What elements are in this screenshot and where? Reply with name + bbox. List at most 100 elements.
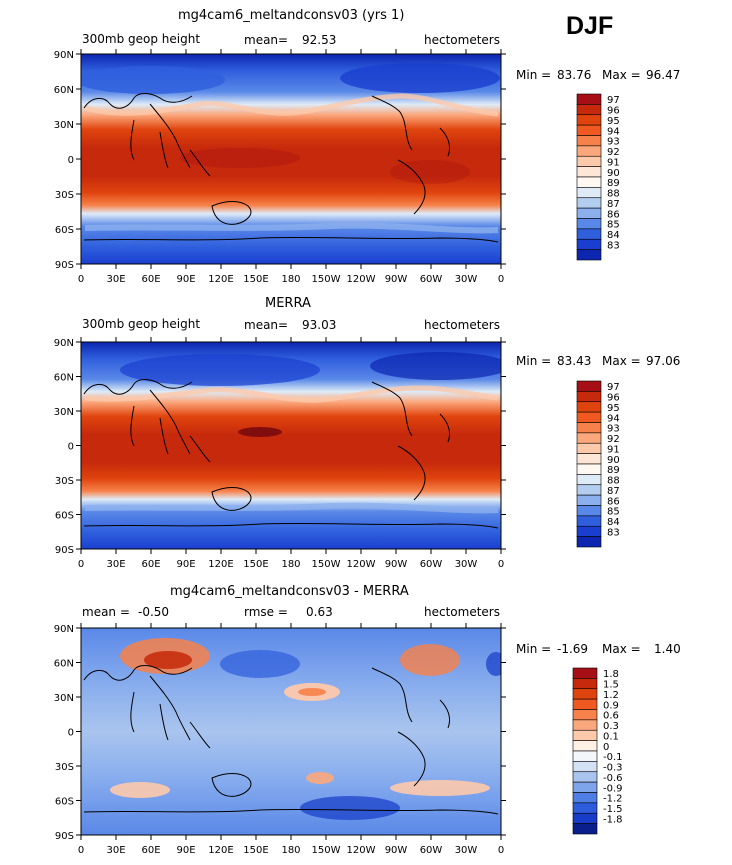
lon-tick-label: 90E <box>176 845 195 856</box>
colorbar-label: 95 <box>607 116 620 127</box>
panel-2-title: MERRA <box>265 296 311 311</box>
colorbar-box <box>576 505 602 517</box>
panel-2-mean-value: 93.03 <box>302 318 337 332</box>
lon-tick-label: 90W <box>385 559 408 570</box>
colorbar-box <box>576 442 602 454</box>
colorbar-label: 93 <box>607 424 620 435</box>
colorbar-box <box>572 667 598 679</box>
lon-tick-label: 150W <box>312 845 341 856</box>
lat-tick-label: 60N <box>54 85 74 96</box>
lon-tick-label: 0 <box>498 559 504 570</box>
lon-tick-label: 0 <box>498 845 504 856</box>
lon-tick-label: 0 <box>498 274 504 285</box>
lat-tick-label: 90N <box>54 50 74 61</box>
colorbar-box <box>576 380 602 392</box>
colorbar-label: -1.5 <box>603 804 623 815</box>
map-ticks: 90N 60N 30N 0 30S 60S 90S 0 30E 60E 90E 120E 150E 180… <box>54 49 506 856</box>
lon-tick-label: 90E <box>176 559 195 570</box>
colorbar-box <box>576 463 602 475</box>
lat-tick-label: 90N <box>54 338 74 349</box>
colorbar-label: 0 <box>603 742 609 753</box>
colorbar-label: 97 <box>607 95 620 106</box>
lon-tick-label: 30W <box>455 559 478 570</box>
lat-tick-label: 30S <box>55 762 74 773</box>
colorbar-label: -1.2 <box>603 794 623 805</box>
colorbar-box <box>576 525 602 537</box>
colorbar-label: -0.6 <box>603 773 623 784</box>
colorbar-box <box>576 187 602 199</box>
colorbar-box <box>576 494 602 506</box>
colorbar-box <box>576 484 602 496</box>
season-label: DJF <box>566 12 614 40</box>
panel-3-rmse-value: 0.63 <box>306 605 333 619</box>
panel-2-units: hectometers <box>424 318 500 332</box>
panel-2-max-label: Max = <box>602 354 641 368</box>
colorbar-box <box>576 401 602 413</box>
lat-tick-label: 60N <box>54 373 74 384</box>
colorbar-box <box>576 155 602 167</box>
colorbar-box <box>576 218 602 230</box>
colorbar-label: -0.1 <box>603 752 623 763</box>
colorbar-label: 91 <box>607 157 620 168</box>
lat-tick-label: 30N <box>54 120 74 131</box>
panel-2-min-value: 83.43 <box>557 354 592 368</box>
colorbar-label: 89 <box>607 178 620 189</box>
lat-tick-label: 90S <box>55 831 74 842</box>
lat-tick-label: 30S <box>55 190 74 201</box>
colorbar-label: 95 <box>607 403 620 414</box>
colorbar-label: 87 <box>607 486 620 497</box>
panel-2-max-value: 97.06 <box>646 354 681 368</box>
panel-1-mean-value: 92.53 <box>302 33 337 47</box>
colorbar-box <box>576 135 602 147</box>
colorbar-label: 92 <box>607 147 620 158</box>
colorbar-box <box>576 124 602 136</box>
colorbar-label: 94 <box>607 413 620 424</box>
lon-tick-label: 60E <box>141 845 160 856</box>
colorbar-box <box>572 771 598 783</box>
panel-3-rmse-label: rmse = <box>244 605 288 619</box>
panel-1-title: mg4cam6_meltandconsv03 (yrs 1) <box>178 8 405 23</box>
colorbar-box <box>576 249 602 261</box>
lat-tick-label: 30S <box>55 476 74 487</box>
colorbar-box <box>572 761 598 773</box>
colorbar-box <box>572 792 598 804</box>
lon-tick-label: 60W <box>420 845 443 856</box>
colorbar-box <box>572 688 598 700</box>
colorbar-label: 90 <box>607 455 620 466</box>
lat-tick-label: 90S <box>55 260 74 271</box>
lon-tick-label: 150W <box>312 559 341 570</box>
colorbar-box <box>572 740 598 752</box>
colorbar-label: 0.1 <box>603 731 619 742</box>
colorbar-label: 90 <box>607 168 620 179</box>
colorbar-box <box>576 432 602 444</box>
colorbar-box <box>576 515 602 527</box>
lon-tick-label: 60E <box>141 559 160 570</box>
colorbar-box <box>572 709 598 721</box>
lon-tick-label: 30E <box>106 559 125 570</box>
colorbars: 9796959493929190898887868584839796959493… <box>572 93 623 835</box>
colorbar-box <box>576 104 602 116</box>
panel-3-max-label: Max = <box>602 642 641 656</box>
colorbar-box <box>576 166 602 178</box>
panel-1-min-label: Min = <box>516 68 552 82</box>
colorbar-label: 85 <box>607 220 620 231</box>
colorbar-label: 0.3 <box>603 721 619 732</box>
panel-1-max-value: 96.47 <box>646 68 681 82</box>
colorbar-label: -0.9 <box>603 783 623 794</box>
colorbar-label: 97 <box>607 382 620 393</box>
lon-tick-label: 0 <box>78 274 84 285</box>
lon-tick-label: 90W <box>385 274 408 285</box>
colorbar-label: 1.2 <box>603 690 619 701</box>
lat-tick-label: 60S <box>55 225 74 236</box>
lat-tick-label: 90N <box>54 624 74 635</box>
lat-tick-label: 0 <box>68 155 74 166</box>
lat-tick-label: 0 <box>68 442 74 453</box>
colorbar-box <box>572 781 598 793</box>
lat-tick-label: 90S <box>55 545 74 556</box>
lon-tick-label: 120E <box>208 274 233 285</box>
colorbar-box <box>576 176 602 188</box>
colorbar-box <box>576 391 602 403</box>
panel-2-mean-label: mean= <box>244 318 289 332</box>
lon-tick-label: 150W <box>312 274 341 285</box>
